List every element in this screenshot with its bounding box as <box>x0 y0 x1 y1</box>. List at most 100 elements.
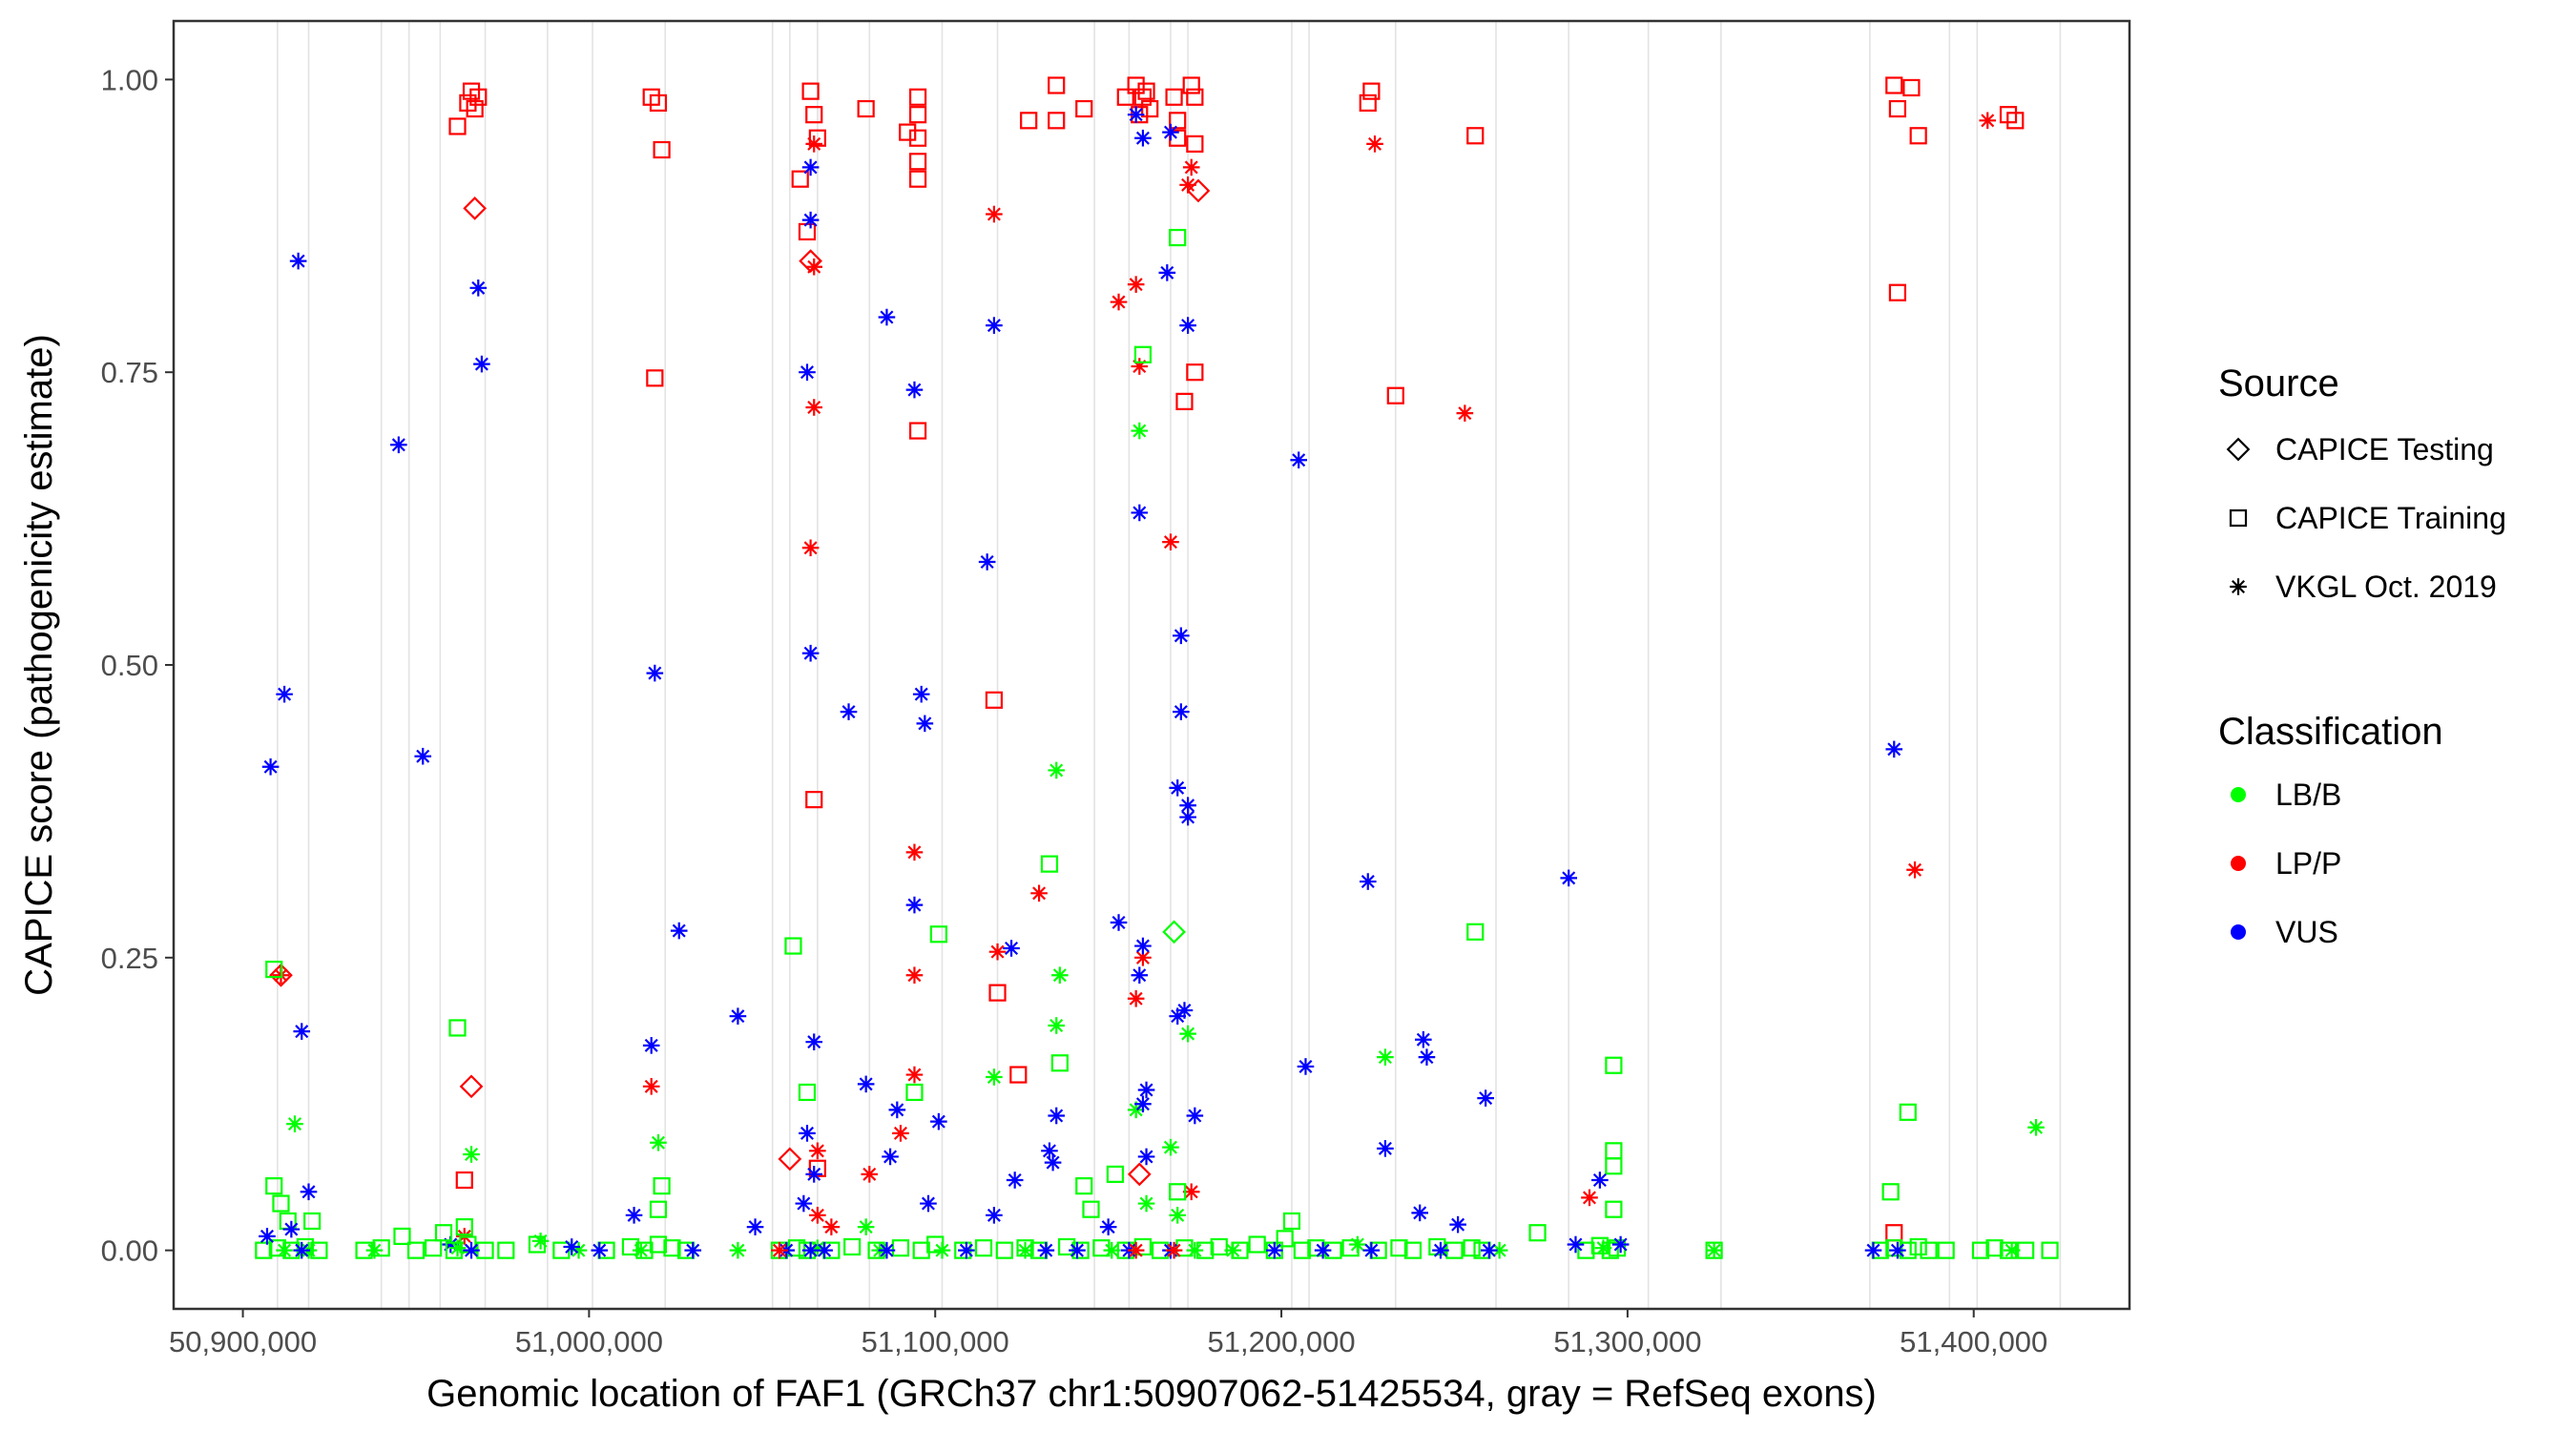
data-point <box>1165 1241 1183 1259</box>
data-point <box>670 922 688 940</box>
series-capice-training-lb-b <box>265 228 1917 1236</box>
data-point <box>908 422 927 440</box>
legend-class-item: LP/P <box>2231 846 2341 881</box>
data-point <box>1415 1030 1432 1048</box>
data-point <box>289 252 307 270</box>
data-point <box>1030 884 1048 902</box>
exon-lines <box>277 21 2062 1309</box>
data-point <box>809 1142 826 1160</box>
data-point <box>1179 808 1196 826</box>
series-baseline-vkgl-lp-p-near-zero- <box>771 1218 1183 1259</box>
data-point <box>303 1212 322 1231</box>
data-point <box>463 1146 480 1163</box>
data-point <box>276 1241 293 1259</box>
data-point <box>1137 1194 1155 1213</box>
data-point <box>801 158 820 176</box>
data-point <box>1590 1236 1609 1255</box>
data-point <box>390 436 407 454</box>
data-point <box>1179 1025 1196 1043</box>
data-point <box>1276 1230 1294 1248</box>
data-point <box>882 1148 899 1166</box>
data-point <box>816 1241 833 1259</box>
data-point <box>801 644 820 662</box>
y-tick-label: 0.75 <box>101 356 158 389</box>
data-point <box>1182 158 1200 176</box>
data-point <box>625 1207 643 1224</box>
data-point <box>1390 1239 1408 1257</box>
data-point <box>908 129 927 147</box>
data-point <box>406 1241 426 1259</box>
data-point <box>1133 345 1153 363</box>
legend-color-dot-icon <box>2231 787 2246 802</box>
data-point <box>1075 99 1093 118</box>
data-point <box>286 1115 303 1132</box>
data-point <box>1162 1138 1179 1156</box>
data-point <box>1297 1058 1315 1075</box>
data-point <box>1158 264 1176 281</box>
data-point <box>1106 1165 1125 1183</box>
data-point <box>1169 112 1187 130</box>
data-point <box>905 1066 924 1084</box>
data-point <box>1179 317 1196 334</box>
data-point <box>1266 1241 1283 1259</box>
data-point <box>1179 797 1196 815</box>
legend-label: CAPICE Training <box>2275 501 2506 535</box>
x-tick-label: 51,400,000 <box>1900 1325 2047 1358</box>
data-point <box>1048 76 1066 94</box>
data-point <box>455 1171 473 1190</box>
data-point <box>1864 1241 1882 1259</box>
data-point <box>1210 1237 1228 1256</box>
data-point <box>1605 1200 1623 1218</box>
data-point <box>455 1217 473 1236</box>
data-point <box>805 399 823 416</box>
data-point <box>988 943 1007 961</box>
data-point <box>1127 276 1145 293</box>
data-point <box>459 1074 484 1099</box>
data-point <box>1116 88 1134 106</box>
data-point <box>840 703 858 720</box>
data-point <box>930 1112 947 1130</box>
data-point <box>255 1241 273 1259</box>
data-point <box>1906 861 1923 879</box>
x-tick-label: 51,100,000 <box>862 1325 1009 1358</box>
axes: 0.00 0.25 0.50 0.75 1.00 50,900,000 51,000,000… <box>101 63 2048 1358</box>
legend-source-diamond: CAPICE Testing <box>2226 432 2494 467</box>
data-point <box>1224 1241 1242 1259</box>
data-point <box>888 1101 906 1119</box>
data-point <box>265 1177 283 1195</box>
data-point <box>663 1239 681 1257</box>
y-tick-label: 0.25 <box>101 942 158 975</box>
data-point <box>414 747 432 765</box>
data-point <box>1127 989 1145 1007</box>
data-point <box>1110 914 1128 931</box>
data-point <box>649 1235 668 1254</box>
data-point <box>1971 1241 1990 1259</box>
data-point <box>642 1037 660 1054</box>
data-point <box>995 1241 1013 1259</box>
data-point <box>1044 1153 1062 1172</box>
data-point <box>463 197 488 220</box>
data-point <box>1909 1237 1927 1256</box>
data-point <box>1186 135 1204 153</box>
data-point <box>425 1239 443 1257</box>
data-point <box>1082 1200 1100 1218</box>
data-point <box>1169 228 1187 247</box>
data-point <box>1003 940 1020 957</box>
data-point <box>1594 1239 1612 1256</box>
legend-key-diamond-icon <box>2226 437 2251 462</box>
data-point <box>269 963 293 987</box>
series-vkgl-vus <box>261 106 1903 1254</box>
data-point <box>466 99 484 118</box>
legend-source-keys: CAPICE Testing CAPICE Training VKGL Oct. 2… <box>2226 432 2506 604</box>
data-point <box>974 1239 993 1257</box>
data-point <box>801 211 820 229</box>
data-point <box>1985 1239 2004 1257</box>
data-point <box>801 539 820 557</box>
data-point <box>463 1241 480 1259</box>
data-point <box>1377 1048 1394 1066</box>
data-point <box>1889 1241 1906 1259</box>
x-axis-title: Genomic location of FAF1 (GRCh37 chr1:50… <box>426 1373 1877 1415</box>
data-point <box>1040 855 1059 873</box>
data-point <box>801 82 820 100</box>
